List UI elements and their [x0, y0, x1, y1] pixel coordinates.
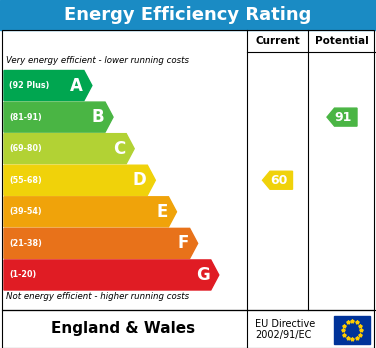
Text: (69-80): (69-80) [9, 144, 42, 153]
Text: (92 Plus): (92 Plus) [9, 81, 49, 90]
Text: (21-38): (21-38) [9, 239, 42, 248]
Polygon shape [4, 228, 198, 259]
Text: B: B [91, 108, 104, 126]
Polygon shape [4, 165, 155, 195]
Text: (81-91): (81-91) [9, 113, 42, 121]
Polygon shape [327, 108, 357, 126]
Text: Energy Efficiency Rating: Energy Efficiency Rating [64, 6, 312, 24]
Text: 91: 91 [335, 111, 352, 124]
Text: F: F [177, 235, 189, 252]
Text: E: E [156, 203, 167, 221]
Text: EU Directive: EU Directive [255, 319, 315, 329]
Text: Not energy efficient - higher running costs: Not energy efficient - higher running co… [6, 292, 189, 301]
Text: D: D [133, 171, 146, 189]
Text: (39-54): (39-54) [9, 207, 42, 216]
Bar [334, 316, 370, 344]
Polygon shape [262, 171, 293, 189]
Bar [0, 0, 376, 30]
Polygon shape [4, 71, 92, 101]
Text: A: A [70, 77, 83, 95]
Polygon shape [4, 102, 113, 132]
Polygon shape [4, 134, 134, 164]
Text: (55-68): (55-68) [9, 176, 42, 185]
Text: Very energy efficient - lower running costs: Very energy efficient - lower running co… [6, 56, 189, 65]
Text: 2002/91/EC: 2002/91/EC [255, 330, 311, 340]
Bar [2, 30, 374, 310]
Text: Potential: Potential [315, 36, 369, 46]
Bar [2, 310, 374, 348]
Polygon shape [4, 260, 219, 290]
Text: (1-20): (1-20) [9, 270, 36, 279]
Text: Current: Current [255, 36, 300, 46]
Text: 60: 60 [270, 174, 288, 187]
Text: G: G [196, 266, 210, 284]
Polygon shape [4, 197, 176, 227]
Text: C: C [113, 140, 125, 158]
Text: England & Wales: England & Wales [52, 322, 196, 337]
